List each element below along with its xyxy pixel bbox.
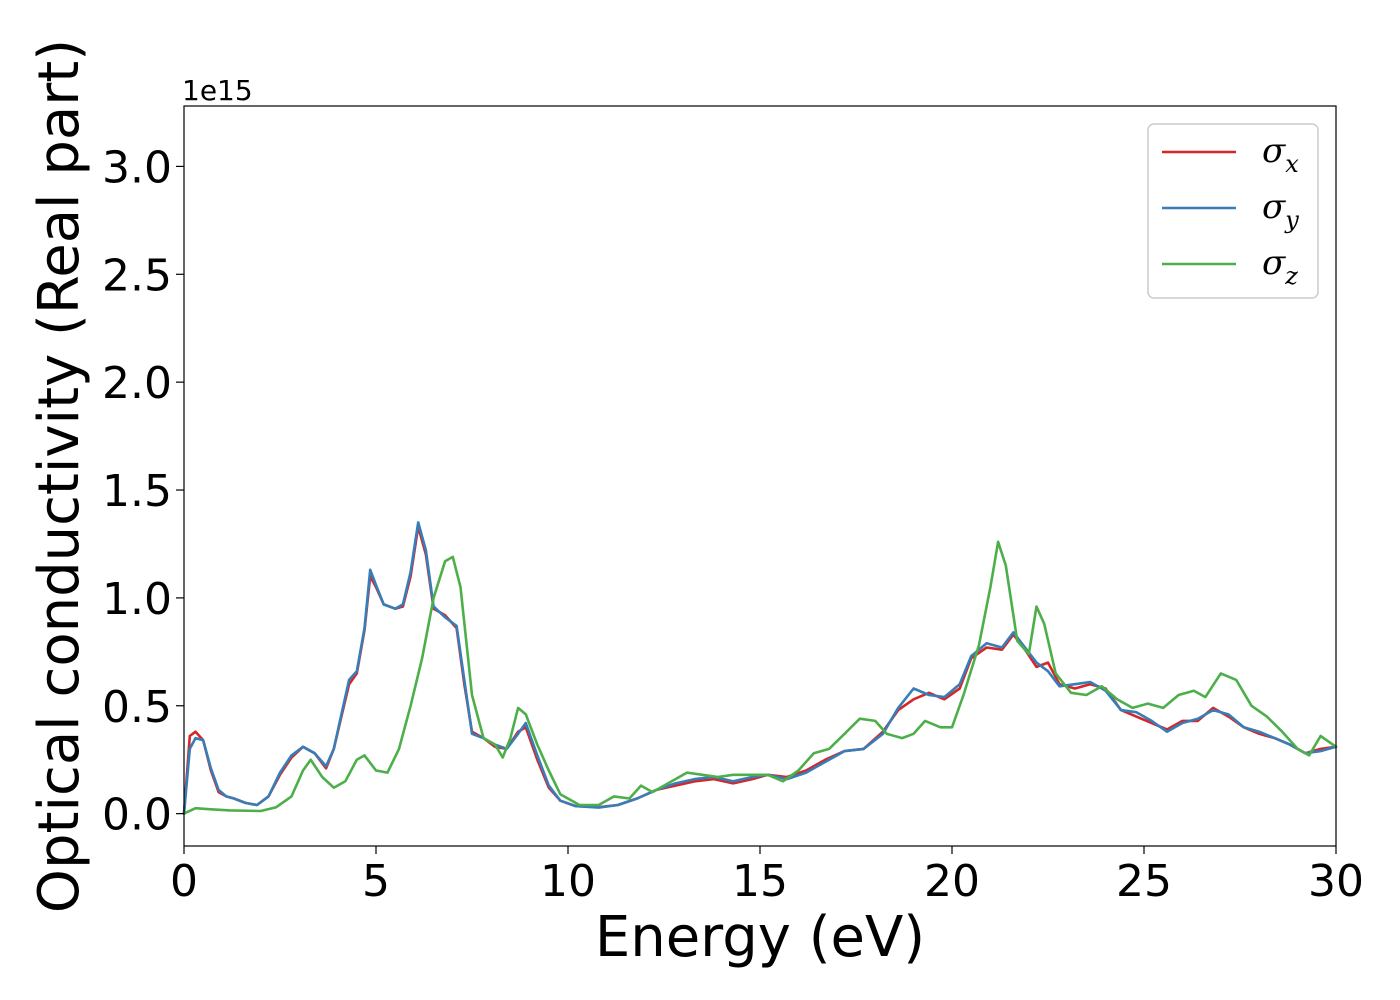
x-tick-label: 20 — [924, 856, 980, 907]
x-tick-label: 15 — [732, 856, 788, 907]
x-tick-label: 5 — [362, 856, 390, 907]
y-axis: 0.0 0.5 1.0 1.5 2.0 2.5 3.0 — [102, 142, 184, 841]
legend-box — [1147, 123, 1319, 299]
series-line-z — [182, 540, 1338, 815]
x-tick-label: 10 — [540, 856, 596, 907]
x-tick-label: 30 — [1308, 856, 1364, 907]
x-tick-label: 25 — [1116, 856, 1172, 907]
series-lines — [182, 521, 1338, 815]
y-tick-label: 2.5 — [102, 250, 172, 301]
y-tick-label: 1.0 — [102, 574, 172, 625]
y-offset-label: 1e15 — [182, 74, 253, 107]
legend-label-y: σy — [1262, 187, 1299, 234]
x-tick-label: 0 — [170, 856, 198, 907]
y-tick-label: 3.0 — [102, 142, 172, 193]
x-axis-label: Energy (eV) — [595, 905, 925, 970]
legend-label-x: σx — [1262, 131, 1299, 178]
y-tick-label: 1.5 — [102, 466, 172, 517]
series-line-y — [182, 521, 1338, 815]
y-tick-label: 0.0 — [102, 790, 172, 841]
x-axis: 0 5 10 15 20 25 30 — [170, 846, 1364, 907]
y-axis-label: Optical conductivity (Real part) — [27, 39, 92, 913]
y-tick-label: 2.0 — [102, 358, 172, 409]
y-tick-label: 0.5 — [102, 682, 172, 733]
